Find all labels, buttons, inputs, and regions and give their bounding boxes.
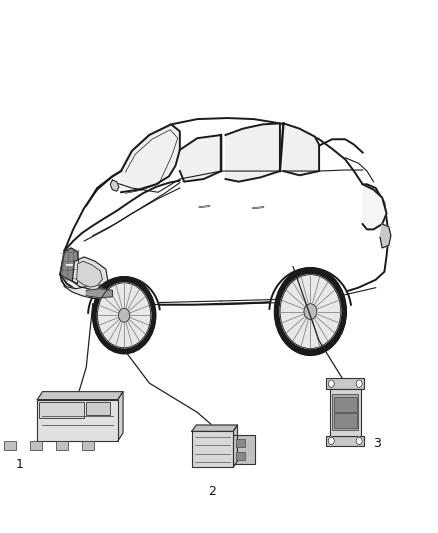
Bar (334, 397, 357, 412)
Bar (233, 435, 255, 464)
Polygon shape (60, 118, 389, 305)
Circle shape (275, 268, 346, 355)
Text: 2: 2 (208, 485, 216, 498)
Polygon shape (283, 123, 319, 175)
Polygon shape (121, 124, 180, 192)
Polygon shape (269, 268, 351, 338)
Circle shape (98, 283, 151, 348)
Bar (236, 439, 245, 447)
Polygon shape (118, 392, 123, 441)
Bar (56, 441, 68, 450)
Bar (192, 431, 233, 467)
Polygon shape (72, 257, 108, 290)
Bar (332, 394, 358, 430)
Bar (326, 378, 364, 389)
Text: 1: 1 (16, 458, 24, 471)
Circle shape (356, 437, 362, 445)
Bar (334, 413, 357, 427)
Bar (326, 435, 364, 446)
Polygon shape (380, 224, 391, 248)
Text: 3: 3 (374, 437, 381, 450)
Circle shape (280, 274, 341, 349)
Polygon shape (192, 425, 237, 431)
Polygon shape (363, 184, 387, 229)
Circle shape (328, 437, 334, 445)
Circle shape (304, 304, 317, 319)
Polygon shape (180, 135, 221, 182)
Bar (236, 451, 245, 460)
Bar (37, 400, 118, 441)
Bar (4, 441, 16, 450)
Polygon shape (60, 248, 79, 284)
Polygon shape (77, 261, 102, 287)
Circle shape (328, 380, 334, 387)
Bar (30, 441, 42, 450)
Polygon shape (86, 289, 113, 298)
Bar (329, 389, 361, 435)
Polygon shape (88, 277, 160, 338)
Circle shape (119, 309, 130, 322)
Polygon shape (37, 392, 123, 400)
Bar (39, 402, 84, 418)
Circle shape (93, 277, 155, 353)
Polygon shape (233, 425, 237, 467)
Polygon shape (226, 123, 280, 182)
Polygon shape (110, 180, 119, 191)
Polygon shape (60, 274, 117, 300)
Circle shape (356, 380, 362, 387)
Bar (86, 402, 110, 416)
Bar (82, 441, 94, 450)
